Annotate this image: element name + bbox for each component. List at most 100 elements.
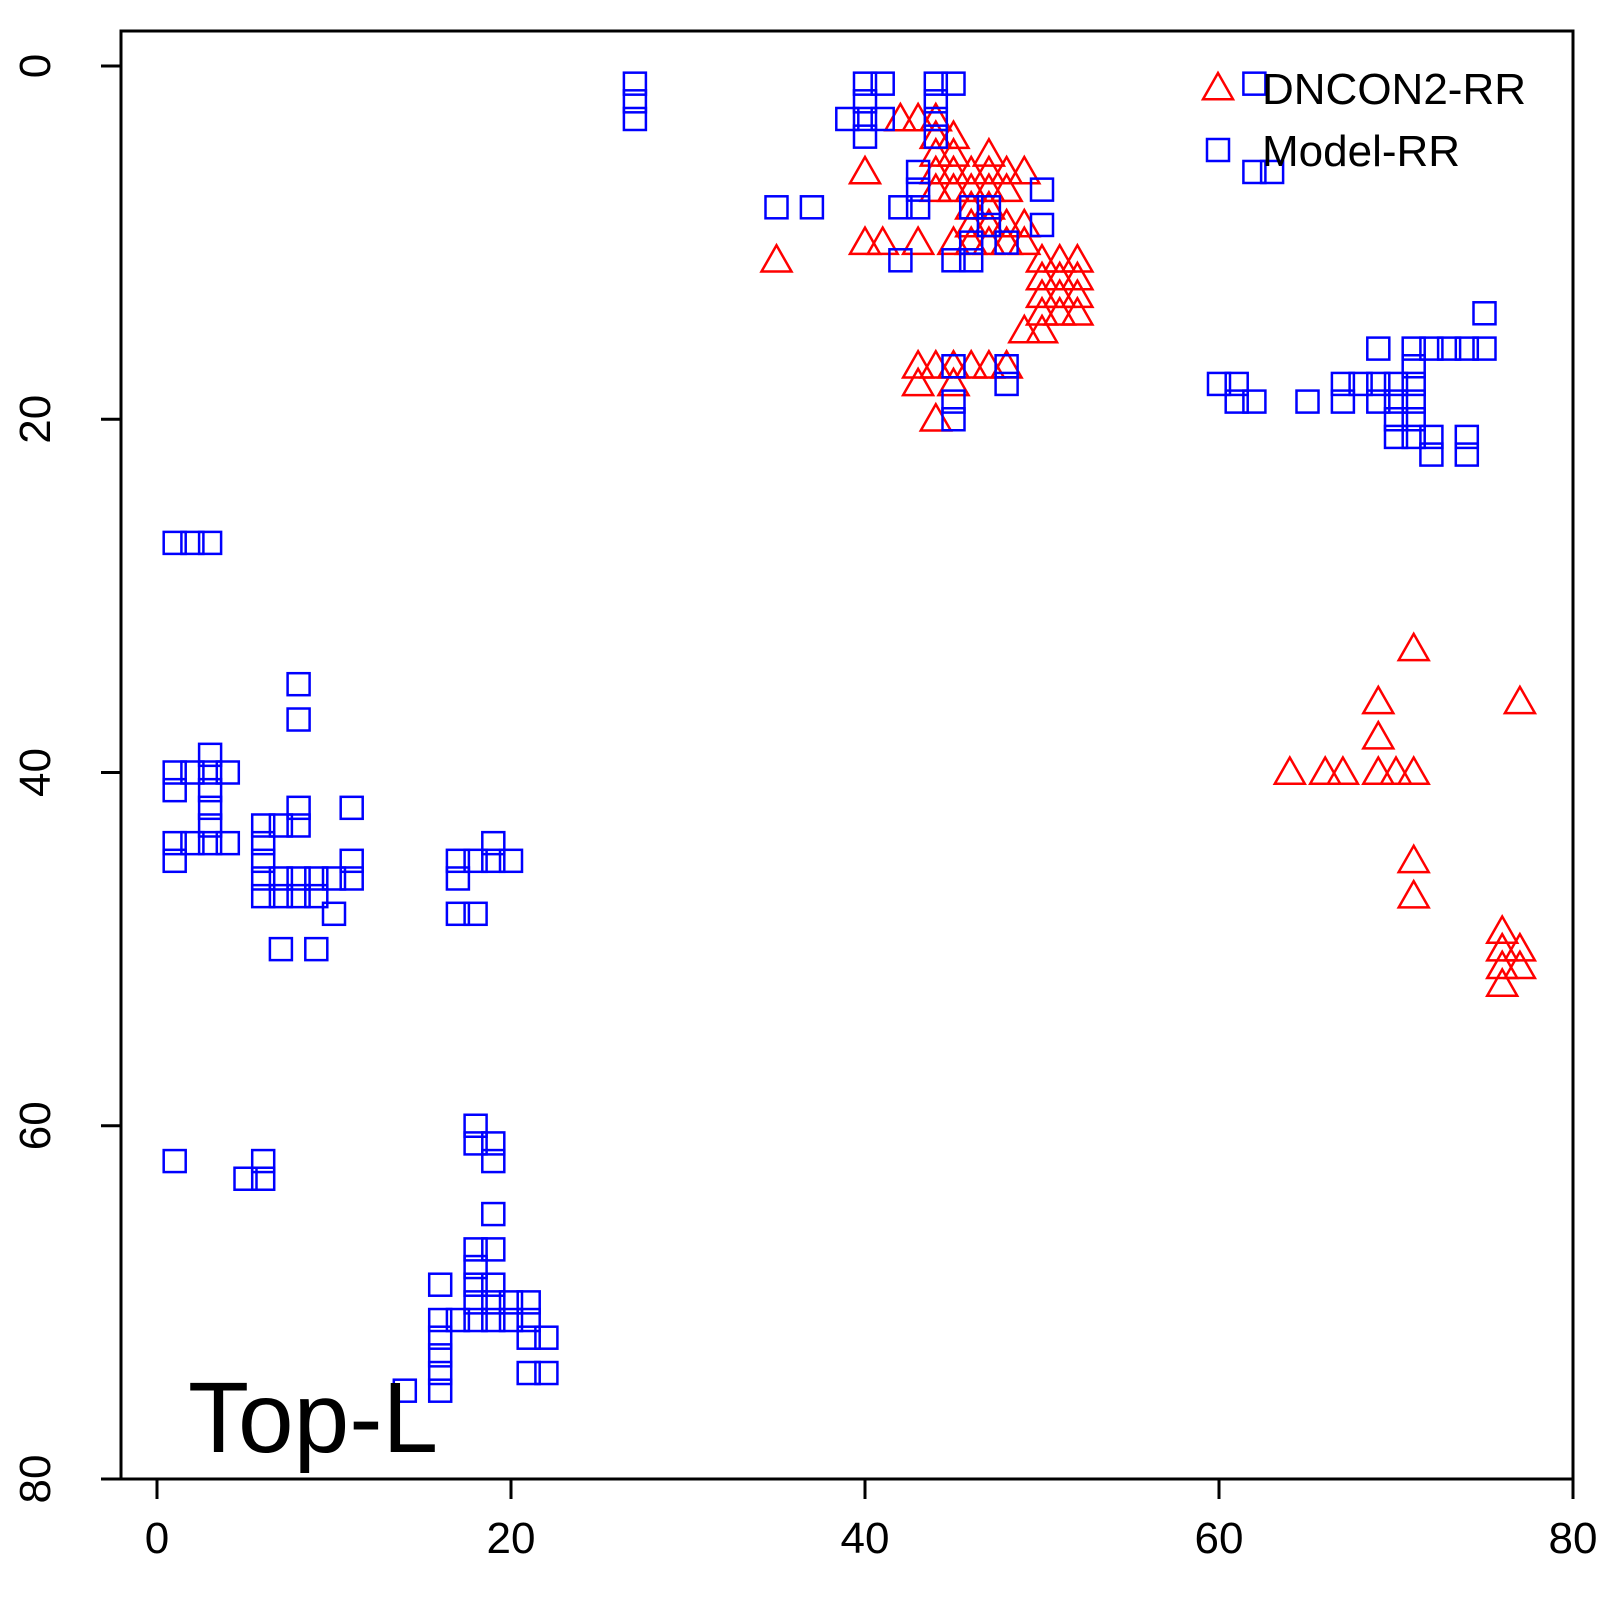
triangle-point	[1502, 949, 1538, 980]
triangle-point	[989, 172, 1024, 203]
square-point	[498, 848, 524, 874]
square-point	[870, 106, 895, 132]
triangle-point	[954, 154, 989, 185]
triangle-point	[954, 172, 989, 203]
square-point	[852, 106, 878, 132]
triangle-point	[1325, 754, 1361, 785]
square-point	[905, 159, 931, 185]
triangle-point	[1024, 242, 1060, 273]
triangle-point	[971, 172, 1007, 203]
x-axis: 0 20 40 60 80	[145, 1477, 1597, 1563]
square-point	[1401, 336, 1426, 361]
square-point	[1401, 371, 1426, 397]
square-point	[197, 830, 223, 856]
square-point	[941, 354, 966, 379]
square-point	[852, 89, 878, 114]
square-point	[445, 901, 471, 927]
square-point	[534, 1360, 559, 1386]
square-point	[1330, 371, 1356, 397]
legend: DNCON2-RR Model-RR	[1200, 65, 1526, 176]
square-point	[905, 177, 931, 202]
plot-frame	[119, 29, 1575, 1481]
triangle-point	[865, 225, 900, 256]
square-point	[197, 760, 223, 785]
square-point	[1472, 301, 1497, 326]
square-point	[1224, 389, 1249, 414]
square-point	[1029, 212, 1055, 238]
square-point	[888, 195, 913, 220]
square-point	[463, 1272, 488, 1297]
triangle-point	[1396, 631, 1431, 662]
square-point	[268, 866, 294, 891]
triangle-point	[900, 348, 936, 379]
triangle-point	[1396, 878, 1431, 909]
square-point	[835, 106, 860, 132]
square-point	[481, 1290, 506, 1315]
triangle-point	[1042, 295, 1077, 326]
triangle-point	[1060, 242, 1095, 273]
square-point	[481, 848, 506, 874]
triangle-point	[1378, 754, 1414, 785]
y-tick-label: 80	[11, 1455, 60, 1504]
triangle-point	[1361, 719, 1396, 750]
square-point	[958, 195, 984, 220]
square-point	[268, 813, 294, 838]
square-point	[516, 1307, 541, 1333]
square-point	[481, 830, 506, 856]
square-point	[852, 71, 878, 96]
square-point	[481, 1131, 506, 1156]
square-point	[1330, 389, 1356, 414]
square-point	[304, 866, 329, 891]
square-point	[321, 901, 347, 927]
triangle-point	[936, 136, 971, 167]
square-point	[481, 1307, 506, 1333]
square-point	[1454, 336, 1480, 361]
square-point	[1383, 407, 1409, 432]
triangle-point	[847, 154, 883, 185]
square-point	[1436, 336, 1462, 361]
triangle-point	[1024, 278, 1060, 309]
square-point	[162, 760, 187, 785]
square-point	[250, 1148, 276, 1174]
square-point	[498, 1307, 524, 1333]
square-point	[286, 707, 311, 732]
triangle-point	[1060, 260, 1095, 291]
square-point	[268, 936, 294, 962]
square-point	[180, 760, 205, 785]
square-point	[1029, 177, 1055, 202]
triangle-point	[1361, 684, 1396, 715]
square-point	[162, 1148, 187, 1174]
series-dncon2-rr	[759, 101, 1538, 997]
square-point	[463, 1237, 488, 1262]
square-point	[215, 760, 241, 785]
square-point	[463, 1113, 488, 1138]
square-point	[250, 1166, 276, 1191]
square-point	[1419, 336, 1444, 361]
square-point	[286, 866, 311, 891]
triangle-point	[1308, 754, 1343, 785]
y-tick-label: 40	[11, 748, 60, 797]
square-point	[427, 1307, 453, 1333]
x-tick-label: 20	[487, 1514, 536, 1563]
square-point	[1383, 424, 1409, 450]
square-point	[197, 777, 223, 803]
square-point	[622, 89, 648, 114]
triangle-point	[1502, 931, 1538, 962]
square-point	[215, 830, 241, 856]
square-point	[162, 830, 187, 856]
square-point	[463, 1307, 488, 1333]
square-point	[1419, 424, 1444, 450]
square-point	[250, 813, 276, 838]
square-point	[304, 883, 329, 909]
triangle-point	[971, 154, 1007, 185]
square-point	[250, 848, 276, 874]
triangle-point	[1024, 313, 1060, 344]
square-point	[958, 248, 984, 273]
series-model-rr	[162, 71, 1497, 1403]
square-point	[339, 795, 364, 821]
square-point	[481, 1148, 506, 1174]
square-point	[622, 106, 648, 132]
triangle-point	[1485, 931, 1520, 962]
square-point	[180, 830, 205, 856]
square-point	[321, 866, 347, 891]
